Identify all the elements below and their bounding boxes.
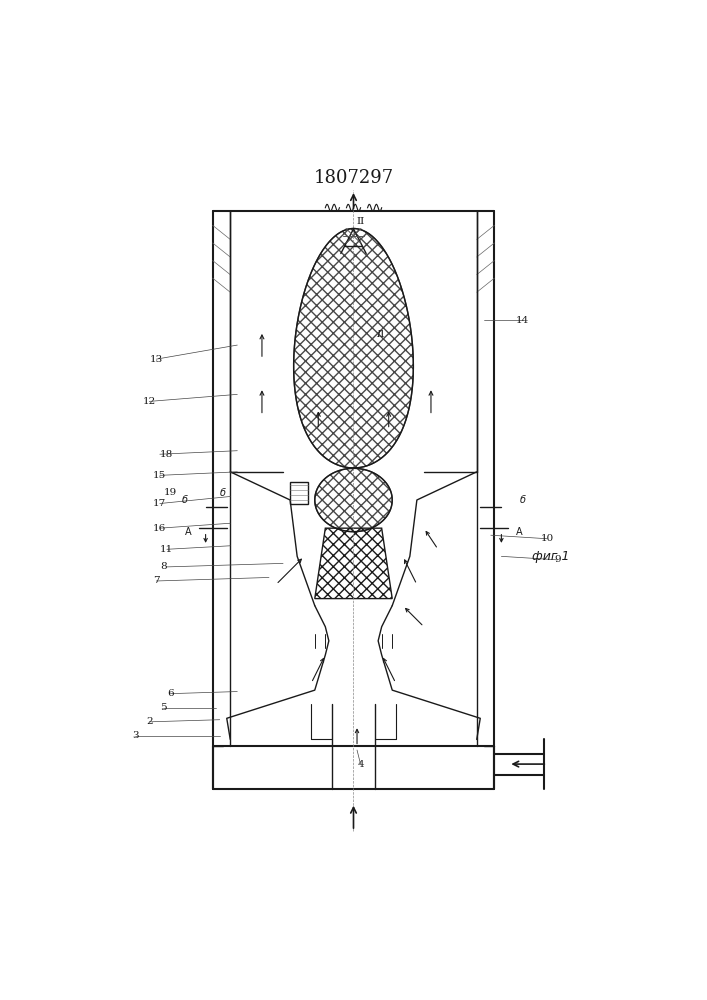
Text: 11: 11 — [160, 545, 173, 554]
Bar — [290, 482, 308, 504]
Text: 7: 7 — [153, 576, 160, 585]
Text: 2: 2 — [146, 717, 153, 726]
Text: II: II — [356, 217, 365, 226]
Text: 1807297: 1807297 — [313, 169, 394, 187]
Text: 15: 15 — [153, 471, 166, 480]
Text: I: I — [376, 330, 380, 339]
Text: 17: 17 — [153, 499, 166, 508]
Text: 12: 12 — [143, 397, 156, 406]
Text: 19: 19 — [164, 488, 177, 497]
Text: А: А — [185, 527, 192, 537]
Text: 1: 1 — [378, 330, 385, 339]
Text: 13: 13 — [150, 355, 163, 364]
Text: 8: 8 — [160, 562, 167, 571]
Text: А: А — [515, 527, 522, 537]
Text: 16: 16 — [153, 524, 166, 533]
Text: 3: 3 — [132, 731, 139, 740]
Text: 4: 4 — [357, 760, 364, 769]
Text: 5: 5 — [160, 703, 167, 712]
Text: б: б — [220, 488, 226, 498]
Text: 6: 6 — [167, 689, 174, 698]
Text: 9: 9 — [554, 555, 561, 564]
Text: б: б — [182, 495, 187, 505]
Text: 10: 10 — [541, 534, 554, 543]
Text: 14: 14 — [516, 316, 529, 325]
Text: 18: 18 — [160, 450, 173, 459]
Text: фиг 1: фиг 1 — [532, 550, 569, 563]
Text: б: б — [520, 495, 525, 505]
